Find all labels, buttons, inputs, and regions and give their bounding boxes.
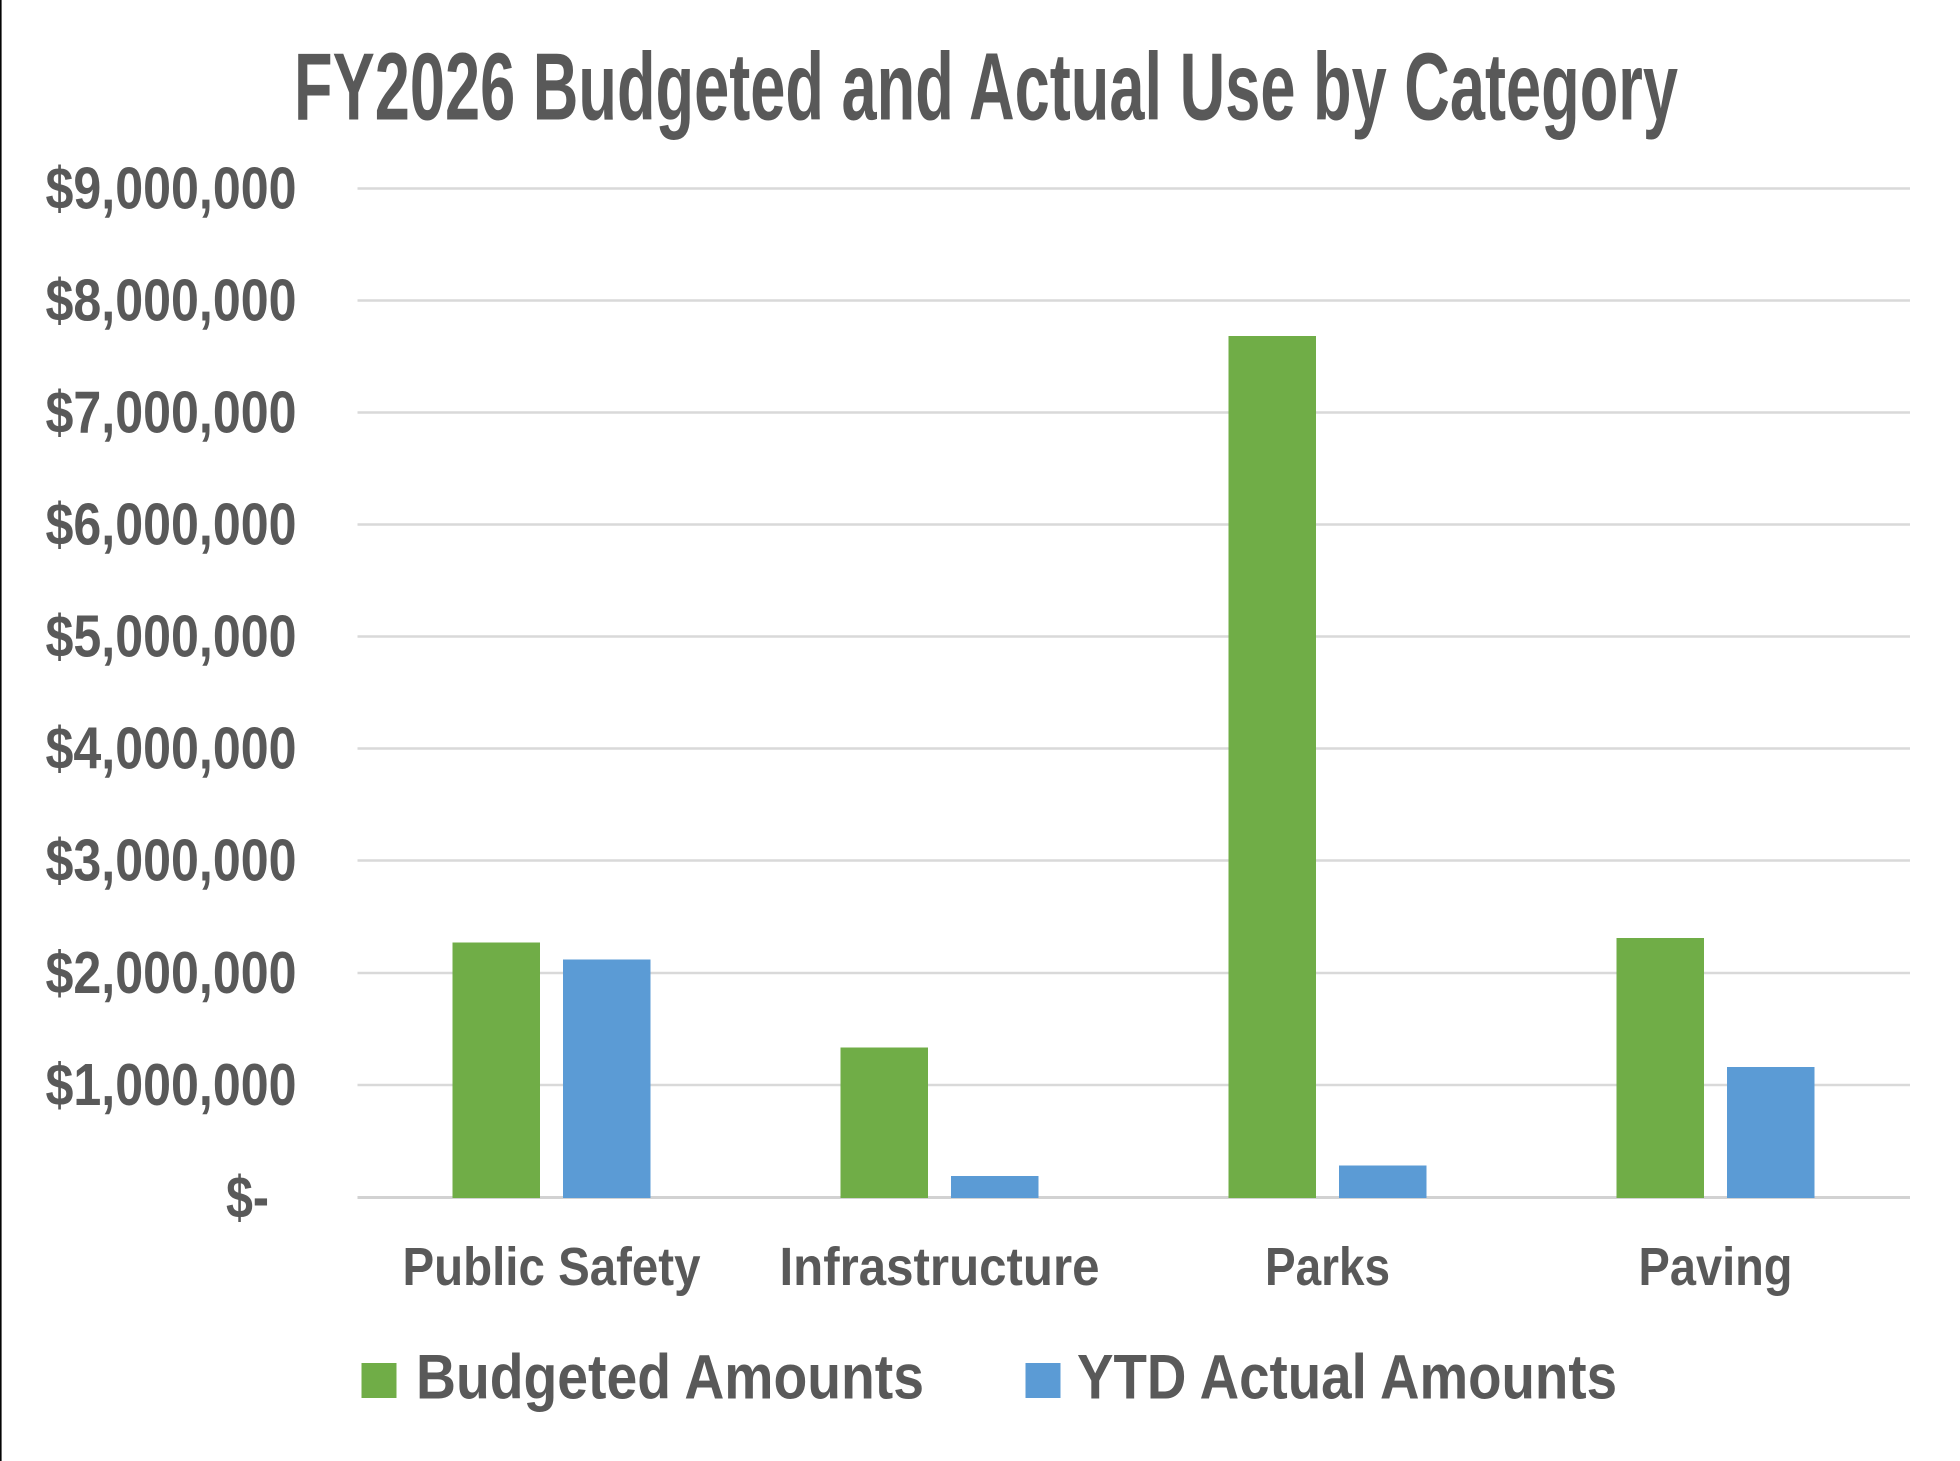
svg-text:Paving: Paving	[1639, 1237, 1793, 1297]
svg-text:$5,000,000: $5,000,000	[46, 603, 297, 669]
svg-text:Public Safety: Public Safety	[403, 1237, 701, 1297]
svg-text:Parks: Parks	[1265, 1237, 1390, 1297]
svg-text:$4,000,000: $4,000,000	[46, 715, 297, 781]
svg-text:$3,000,000: $3,000,000	[46, 827, 297, 893]
svg-text:$9,000,000: $9,000,000	[46, 155, 297, 221]
svg-text:YTD Actual Amounts: YTD Actual Amounts	[1077, 1343, 1617, 1413]
svg-text:Infrastructure: Infrastructure	[780, 1237, 1100, 1297]
svg-text:FY2026 Budgeted and Actual Use: FY2026 Budgeted and Actual Use by Catego…	[294, 34, 1678, 141]
svg-text:$7,000,000: $7,000,000	[46, 379, 297, 445]
svg-text:$6,000,000: $6,000,000	[46, 491, 297, 557]
svg-text:$1,000,000: $1,000,000	[46, 1052, 297, 1118]
svg-text:$-: $-	[226, 1164, 269, 1230]
svg-text:Budgeted Amounts: Budgeted Amounts	[416, 1343, 924, 1413]
svg-text:$8,000,000: $8,000,000	[46, 267, 297, 333]
svg-text:$2,000,000: $2,000,000	[46, 940, 297, 1006]
